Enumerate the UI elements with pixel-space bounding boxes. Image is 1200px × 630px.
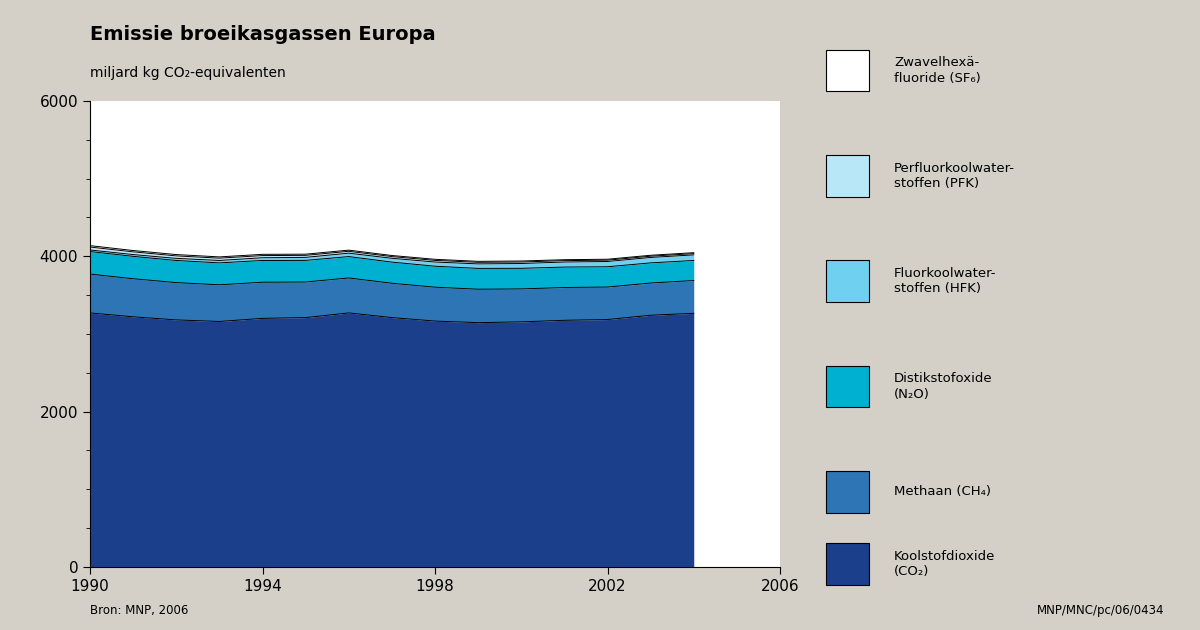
Bar xyxy=(826,260,869,302)
Bar xyxy=(826,365,869,407)
Bar xyxy=(826,155,869,197)
Text: Fluorkoolwater-
stoffen (HFK): Fluorkoolwater- stoffen (HFK) xyxy=(894,267,996,295)
Text: Perfluorkoolwater-
stoffen (PFK): Perfluorkoolwater- stoffen (PFK) xyxy=(894,161,1015,190)
Text: Bron: MNP, 2006: Bron: MNP, 2006 xyxy=(90,604,188,617)
Text: MNP/MNC/pc/06/0434: MNP/MNC/pc/06/0434 xyxy=(1037,604,1164,617)
Text: Zwavelhexä-
fluoride (SF₆): Zwavelhexä- fluoride (SF₆) xyxy=(894,56,980,84)
Bar xyxy=(826,543,869,585)
Text: Koolstofdioxide
(CO₂): Koolstofdioxide (CO₂) xyxy=(894,549,995,578)
Bar xyxy=(826,50,869,91)
Text: Emissie broeikasgassen Europa: Emissie broeikasgassen Europa xyxy=(90,25,436,44)
Text: miljard kg CO₂-equivalenten: miljard kg CO₂-equivalenten xyxy=(90,66,286,80)
Text: Distikstofoxide
(N₂O): Distikstofoxide (N₂O) xyxy=(894,372,992,401)
Bar xyxy=(826,471,869,513)
Text: Methaan (CH₄): Methaan (CH₄) xyxy=(894,485,991,498)
